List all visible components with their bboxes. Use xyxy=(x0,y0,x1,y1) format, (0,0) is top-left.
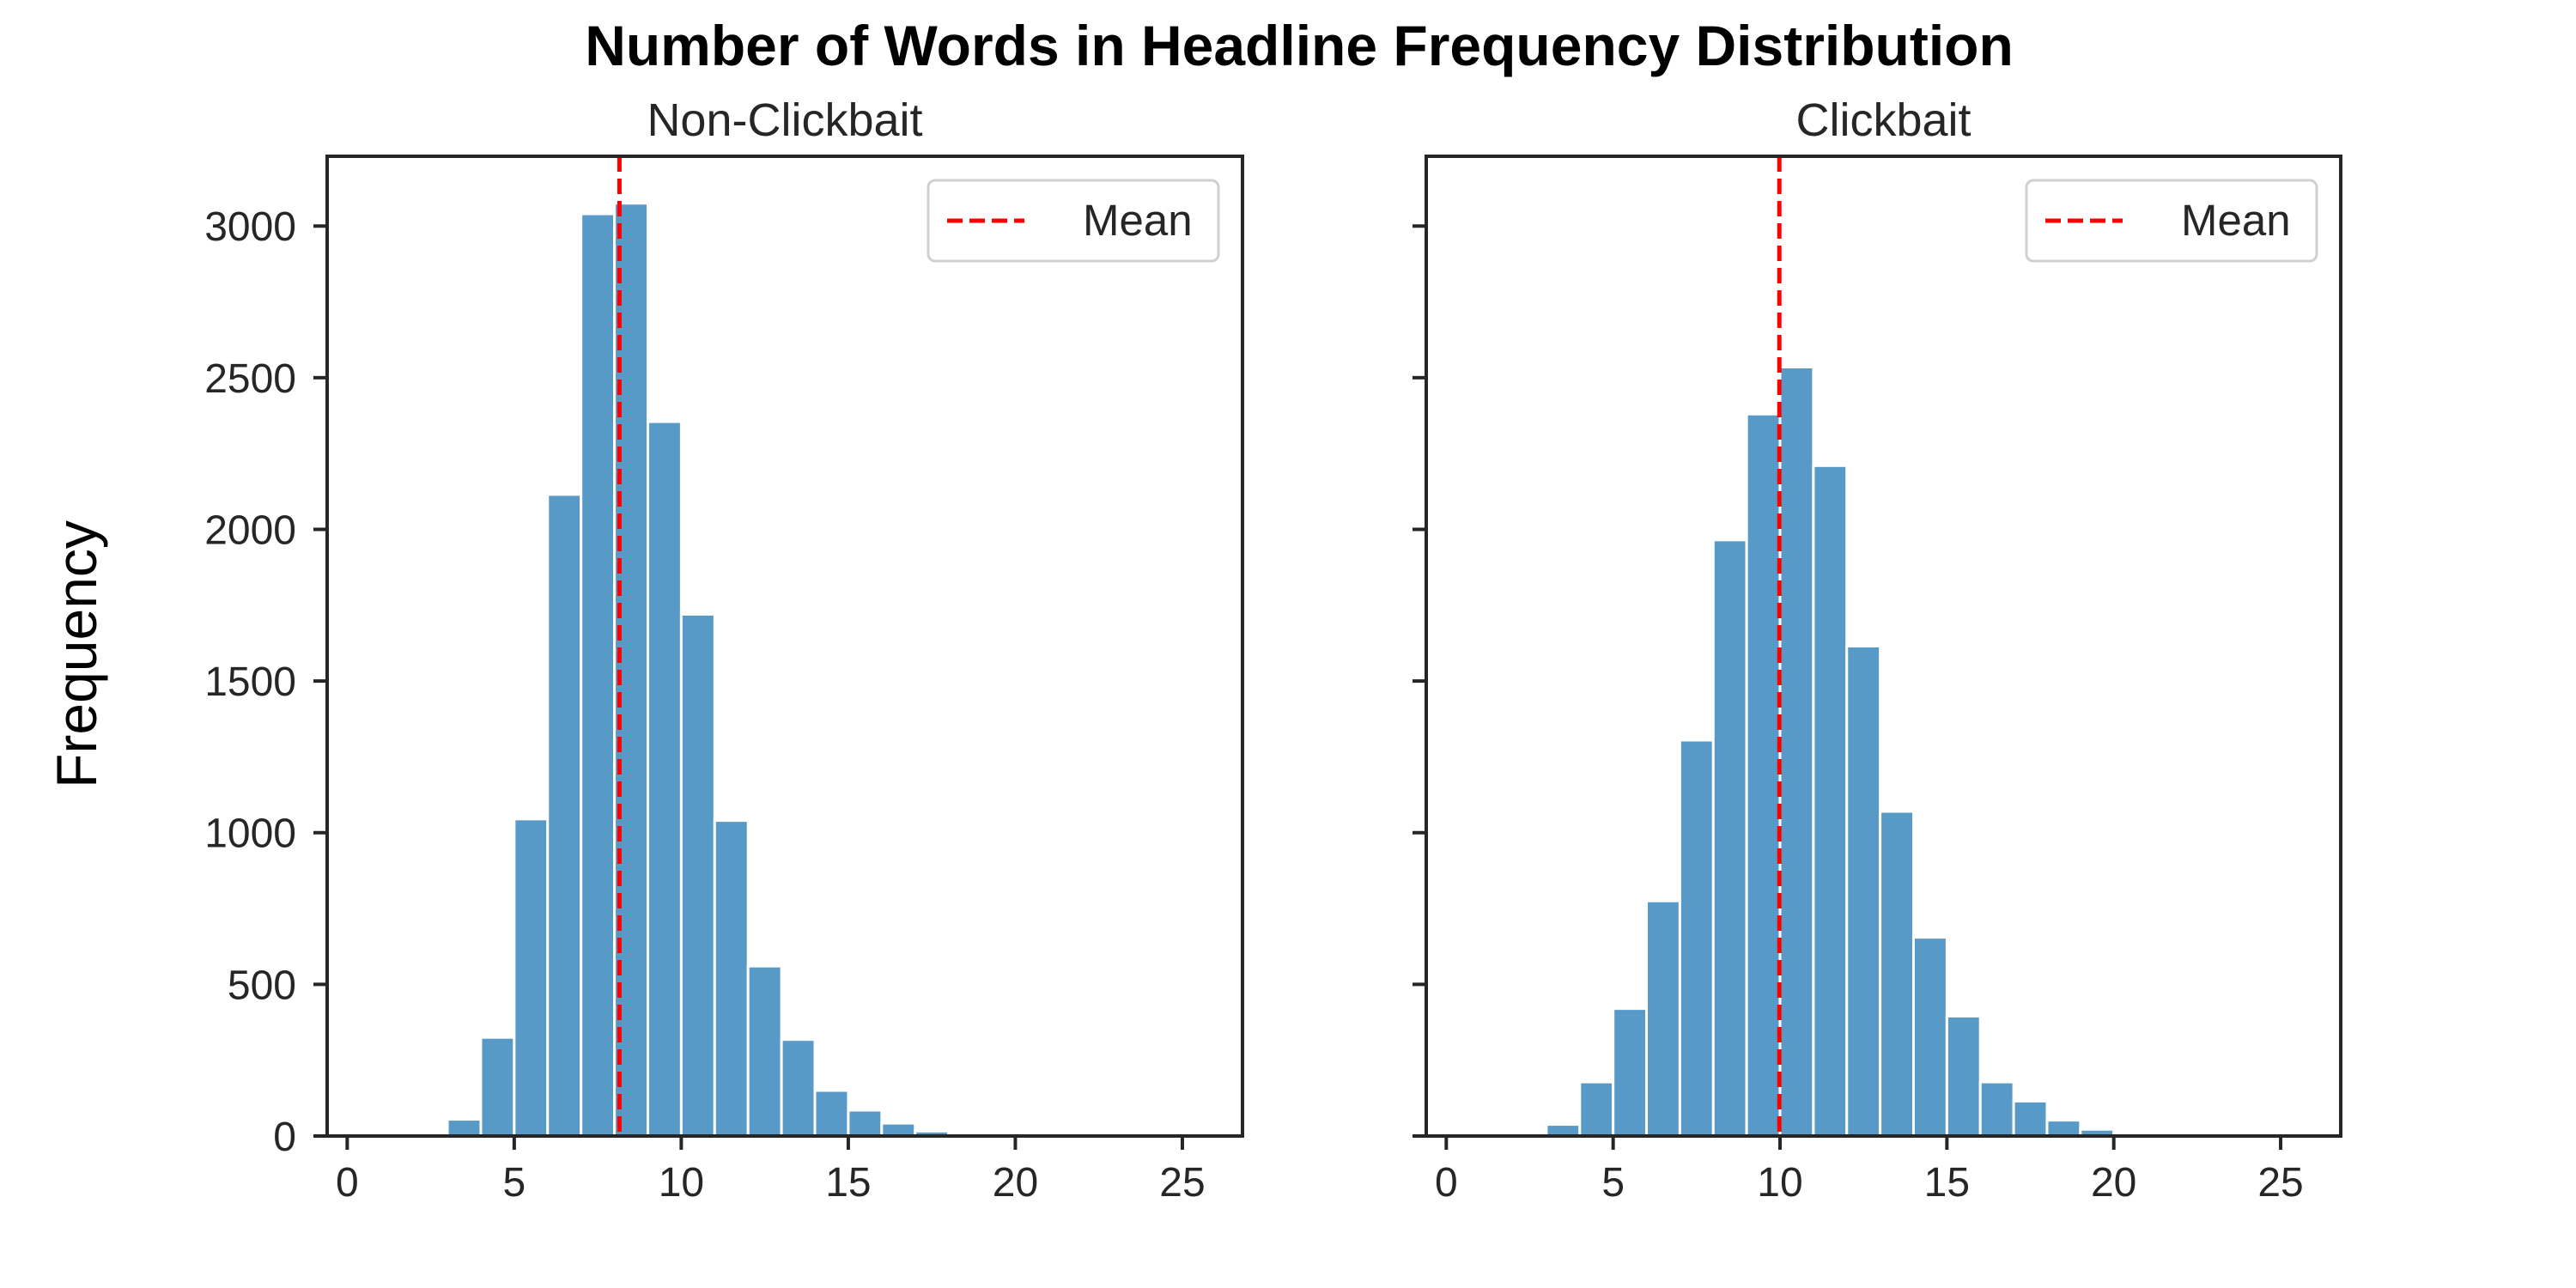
x-tick-label: 25 xyxy=(2257,1160,2303,1206)
histogram-bar xyxy=(1645,899,1681,1138)
x-tick-label: 10 xyxy=(659,1160,704,1206)
histogram-bar xyxy=(1945,1014,1982,1138)
histogram-bar xyxy=(1879,810,1915,1138)
legend-label: Mean xyxy=(1083,196,1193,245)
x-tick-label: 15 xyxy=(825,1160,871,1206)
histogram-bar xyxy=(880,1121,917,1138)
histogram-bar xyxy=(580,212,617,1138)
histogram-bar xyxy=(1845,645,1882,1138)
x-tick-label: 5 xyxy=(1601,1160,1625,1206)
y-tick-label: 2000 xyxy=(204,507,296,553)
y-tick-label: 0 xyxy=(273,1115,296,1160)
figure-title: Number of Words in Headline Frequency Di… xyxy=(585,14,2014,77)
subplot-title: Clickbait xyxy=(1795,94,1971,146)
histogram-bar xyxy=(1778,366,1815,1138)
subplot-0: Non-Clickbait 0 5 10 15 20 25 0 500 1000 1500 2000 2… xyxy=(204,94,1244,1206)
x-tick-label: 25 xyxy=(1159,1160,1205,1206)
histogram-bar xyxy=(1578,1080,1615,1138)
histogram-bar xyxy=(813,1089,850,1138)
x-tick-label: 0 xyxy=(336,1160,359,1206)
y-axis-label: Frequency xyxy=(45,520,108,788)
histogram-bar xyxy=(479,1036,516,1138)
x-tick-label: 20 xyxy=(993,1160,1038,1206)
legend-box xyxy=(2025,179,2318,263)
histogram-bar xyxy=(1612,1007,1649,1138)
y-tick-label: 1000 xyxy=(204,811,296,857)
histogram-bar xyxy=(646,420,683,1138)
histogram-bar xyxy=(1812,464,1849,1138)
x-tick-label: 5 xyxy=(503,1160,526,1206)
y-tick-label: 2500 xyxy=(204,356,296,402)
legend-label: Mean xyxy=(2181,196,2291,245)
bars xyxy=(1511,366,2215,1138)
histogram-bar xyxy=(2012,1099,2049,1138)
histogram-bar xyxy=(679,612,716,1138)
histogram-bar xyxy=(713,819,750,1138)
legend-box xyxy=(927,179,1220,263)
histogram-bar xyxy=(446,1118,483,1138)
histogram-bar xyxy=(2045,1119,2082,1138)
x-tick-label: 10 xyxy=(1757,1160,1802,1206)
axes-frame xyxy=(325,155,1244,1138)
axes-frame xyxy=(1425,155,2342,1138)
histogram-bar xyxy=(1911,936,1948,1138)
histogram-bar xyxy=(1545,1123,1582,1138)
histogram-bar xyxy=(1745,412,1782,1138)
subplot-title: Non-Clickbait xyxy=(647,94,922,146)
histogram-bar xyxy=(847,1109,884,1138)
histogram-bar xyxy=(513,817,550,1138)
histogram-bar xyxy=(1711,538,1748,1138)
histogram-bar xyxy=(1978,1080,2015,1138)
subplot-1: Clickbait 0 5 10 15 20 25 Mean xyxy=(1413,94,2342,1206)
subplots: Non-Clickbait 0 5 10 15 20 25 0 500 1000 1500 2000 2… xyxy=(204,94,2342,1206)
y-tick-label: 500 xyxy=(228,963,296,1008)
y-tick-label: 3000 xyxy=(204,204,296,250)
histogram-bar xyxy=(780,1038,817,1138)
x-tick-label: 15 xyxy=(1924,1160,1970,1206)
x-tick-label: 20 xyxy=(2091,1160,2136,1206)
x-tick-label: 0 xyxy=(1435,1160,1458,1206)
y-tick-label: 1500 xyxy=(204,659,296,705)
histogram-bar xyxy=(546,493,583,1138)
legend: Mean xyxy=(2025,179,2318,263)
histogram-bar xyxy=(1678,738,1715,1138)
legend: Mean xyxy=(927,179,1220,263)
bars xyxy=(446,202,1184,1138)
histogram-bar xyxy=(746,964,783,1138)
